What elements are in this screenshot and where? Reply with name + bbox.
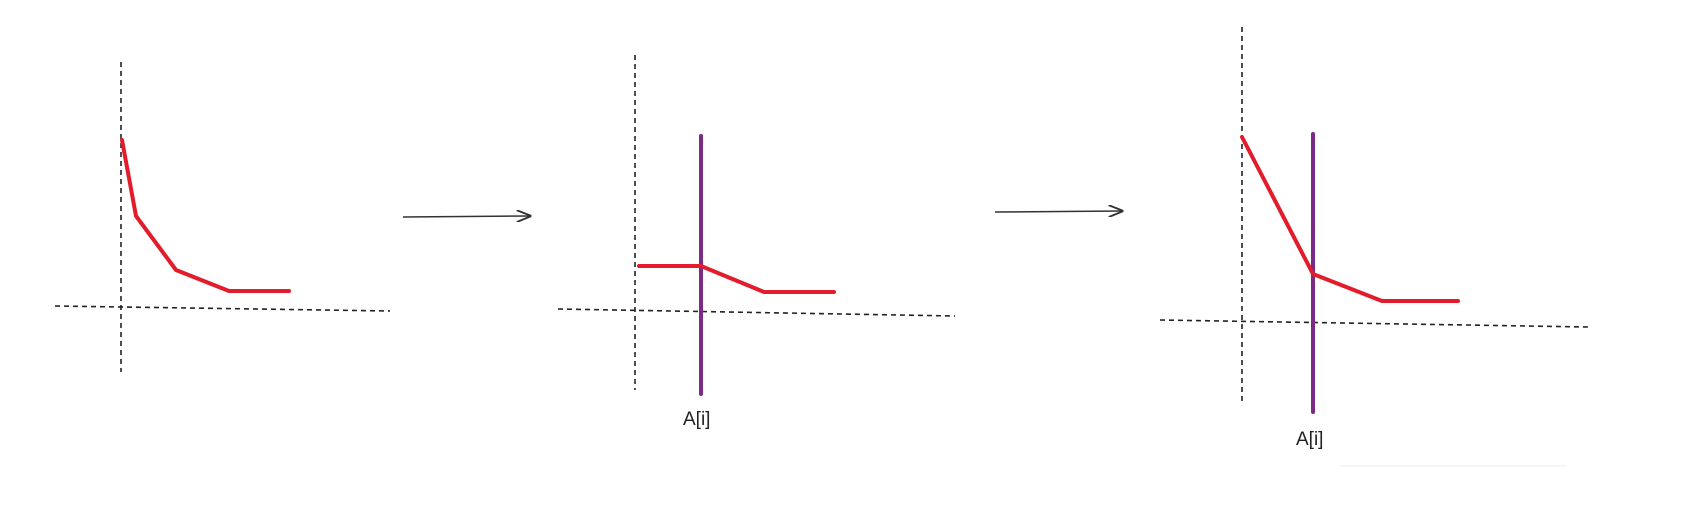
x-axis [54,305,391,312]
panel-before [54,62,391,372]
cost-curve [1240,135,1460,303]
x-axis [1159,319,1589,328]
panel-after: A[i] [1159,27,1589,450]
ai-label: A[i] [1296,429,1323,450]
cost-curve [120,138,291,293]
x-axis [557,308,956,317]
ai-label: A[i] [683,409,710,430]
cost-curve [637,264,836,294]
transition-arrow-2 [994,211,1122,212]
transition-arrow-1 [402,216,530,217]
panel-middle: A[i] [557,55,956,430]
